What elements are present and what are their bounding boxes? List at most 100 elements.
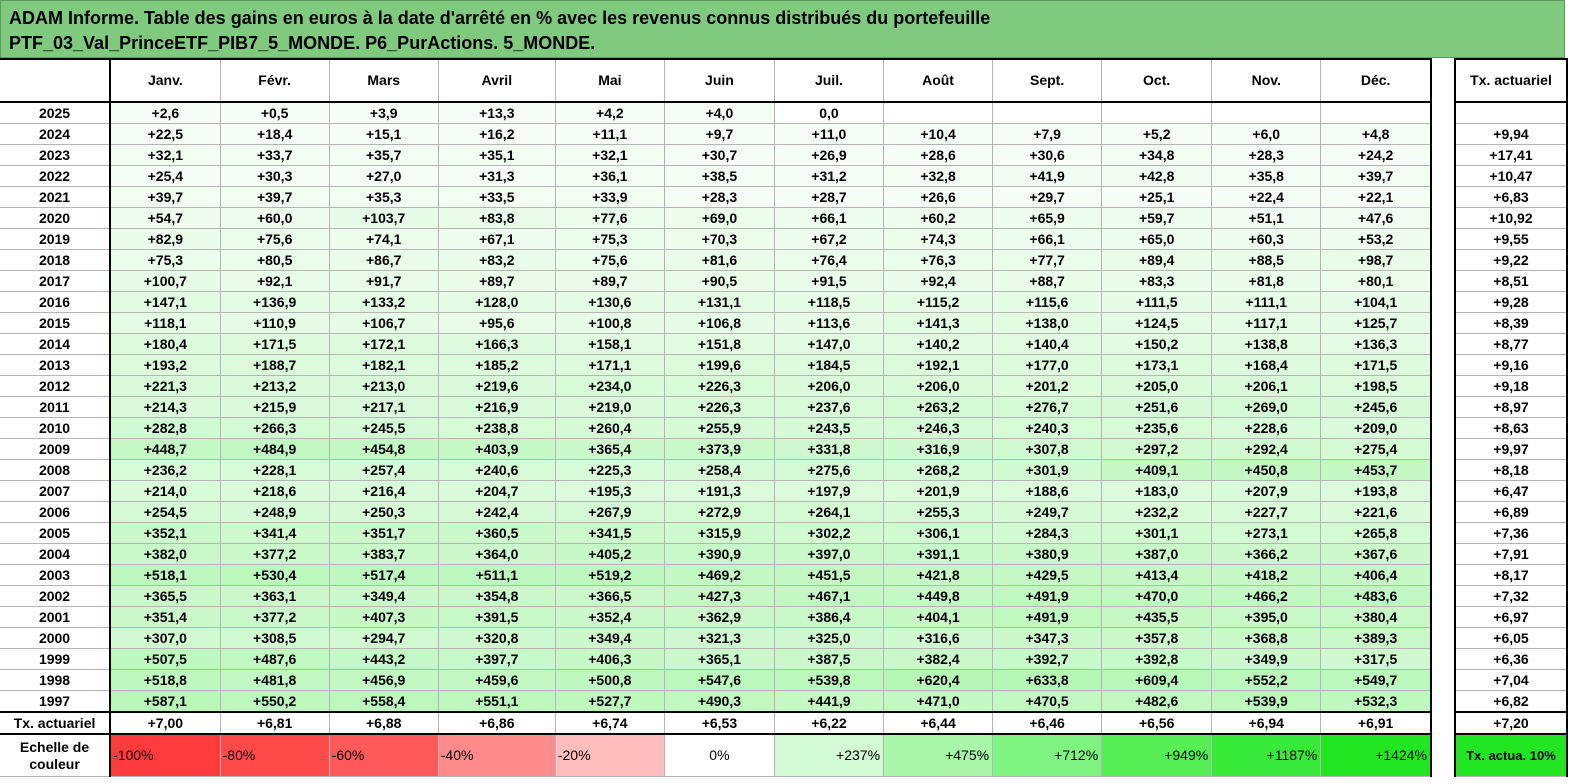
gain-cell: +226,3 [663, 375, 775, 397]
gain-cell: +245,5 [328, 417, 439, 439]
gain-cell: +349,4 [554, 627, 665, 649]
gain-cell: +140,2 [883, 333, 994, 355]
gain-cell: +368,8 [1211, 627, 1322, 649]
gain-cell: +168,4 [1211, 354, 1322, 376]
gain-cell: +91,7 [328, 270, 439, 292]
month-header: Août [883, 58, 994, 103]
gain-cell: +551,1 [437, 690, 556, 713]
gain-cell: +234,0 [554, 375, 665, 397]
year-label: 2014 [0, 333, 111, 355]
gain-cell: +188,7 [219, 354, 330, 376]
gain-cell: +265,8 [1320, 522, 1433, 544]
gain-cell: +406,4 [1320, 564, 1433, 586]
gain-cell: +227,7 [1211, 501, 1322, 523]
gain-cell: +363,1 [219, 585, 330, 607]
gain-cell: +76,3 [883, 249, 994, 271]
gain-cell: +483,6 [1320, 585, 1433, 607]
gain-cell: +387,0 [1101, 543, 1213, 565]
table-row: 2004 +382,0 +377,2 +383,7 +364,0 +405,2 +390,9… [0, 543, 1433, 565]
table-row: 2001 +351,4 +377,2 +407,3 +391,5 +352,4 +362,9… [0, 606, 1433, 628]
tx-actuariel-cell: +9,94 [1454, 123, 1568, 145]
gain-cell: +236,2 [109, 459, 221, 481]
tx-actuariel-month-cell: +6,94 [1211, 711, 1322, 735]
gain-cell: +16,2 [437, 123, 556, 145]
gain-cell: +39,7 [1320, 165, 1433, 187]
gain-cell: +373,9 [663, 438, 775, 460]
tx-actuariel-cell: +7,91 [1454, 543, 1568, 565]
tx-actuariel-month-cell: +6,56 [1101, 711, 1213, 735]
gain-cell: +4,2 [554, 101, 665, 124]
gain-cell: +6,0 [1211, 123, 1322, 145]
gain-cell: +214,3 [109, 396, 221, 418]
gain-cell: +31,3 [437, 165, 556, 187]
gain-cell: +266,3 [219, 417, 330, 439]
gain-cell: +470,5 [992, 690, 1103, 713]
gain-cell: +75,3 [554, 228, 665, 250]
tx-actuariel-label: Tx. actuariel [0, 711, 111, 735]
month-header: Sept. [992, 58, 1103, 103]
table-row: +17,41 [1454, 144, 1568, 166]
gain-cell: +195,3 [554, 480, 665, 502]
gain-cell: +240,6 [437, 459, 556, 481]
gain-cell: +284,3 [992, 522, 1103, 544]
gain-cell: +448,7 [109, 438, 221, 460]
tx-actuariel-month-cell: +6,81 [219, 711, 330, 735]
tx-actuariel-cell: +6,83 [1454, 186, 1568, 208]
table-row: 2019 +82,9 +75,6 +74,1 +67,1 +75,3 +70,3 +67,2 +… [0, 228, 1433, 250]
gain-cell: +147,1 [109, 291, 221, 313]
gain-cell: +15,1 [328, 123, 439, 145]
gain-cell: +103,7 [328, 207, 439, 229]
gain-cell: +308,5 [219, 627, 330, 649]
year-label: 2016 [0, 291, 111, 313]
gain-cell: +83,2 [437, 249, 556, 271]
gain-cell: +441,9 [773, 690, 885, 713]
gain-cell: +242,4 [437, 501, 556, 523]
gain-cell: +113,6 [773, 312, 885, 334]
color-scale-swatch: -60% [328, 733, 439, 777]
gain-cell: +392,7 [992, 648, 1103, 670]
gain-cell: +205,0 [1101, 375, 1213, 397]
tx-actuariel-cell: +8,18 [1454, 459, 1568, 481]
color-scale-swatch: -100% [109, 733, 221, 777]
gain-cell: +269,0 [1211, 396, 1322, 418]
year-label: 2011 [0, 396, 111, 418]
year-label: 2022 [0, 165, 111, 187]
gain-cell: +70,3 [663, 228, 775, 250]
gain-cell: +454,8 [328, 438, 439, 460]
tx-actuariel-month-cell: +6,44 [883, 711, 994, 735]
gain-cell: +221,3 [109, 375, 221, 397]
gain-cell: +53,2 [1320, 228, 1433, 250]
table-row: 2024 +22,5 +18,4 +15,1 +16,2 +11,1 +9,7 +11,0 +1… [0, 123, 1433, 145]
side-header-row: Tx. actuariel [1454, 58, 1568, 103]
gain-cell: +254,5 [109, 501, 221, 523]
gain-cell: +255,9 [663, 417, 775, 439]
tx-actuariel-cell: +8,77 [1454, 333, 1568, 355]
gain-cell: +517,4 [328, 564, 439, 586]
gain-cell: +191,3 [663, 480, 775, 502]
table-row: +7,36 [1454, 522, 1568, 544]
gain-cell: +35,3 [328, 186, 439, 208]
gain-cell: +272,9 [663, 501, 775, 523]
year-label: 1997 [0, 690, 111, 713]
gain-cell: +90,5 [663, 270, 775, 292]
gain-cell: +243,5 [773, 417, 885, 439]
gain-cell: +547,6 [663, 669, 775, 691]
gain-cell: +3,9 [328, 101, 439, 124]
gain-cell: +89,4 [1101, 249, 1213, 271]
tx-actuariel-month-cell: +6,22 [773, 711, 885, 735]
gain-cell: +532,3 [1320, 690, 1433, 713]
year-label: 2023 [0, 144, 111, 166]
gain-cell: +275,6 [773, 459, 885, 481]
gain-cell: +484,9 [219, 438, 330, 460]
gain-cell: +549,7 [1320, 669, 1433, 691]
gain-cell: +136,3 [1320, 333, 1433, 355]
table-row: 2025 +2,6 +0,5 +3,9 +13,3 +4,2 +4,0 0,0 [0, 101, 1433, 124]
gain-cell: +382,4 [883, 648, 994, 670]
gain-cell: +235,6 [1101, 417, 1213, 439]
table-row: +9,16 [1454, 354, 1568, 376]
gain-cell [1101, 101, 1213, 124]
gain-cell: +609,4 [1101, 669, 1213, 691]
gain-cell: +225,3 [554, 459, 665, 481]
gain-cell: +100,8 [554, 312, 665, 334]
gain-cell: +228,6 [1211, 417, 1322, 439]
